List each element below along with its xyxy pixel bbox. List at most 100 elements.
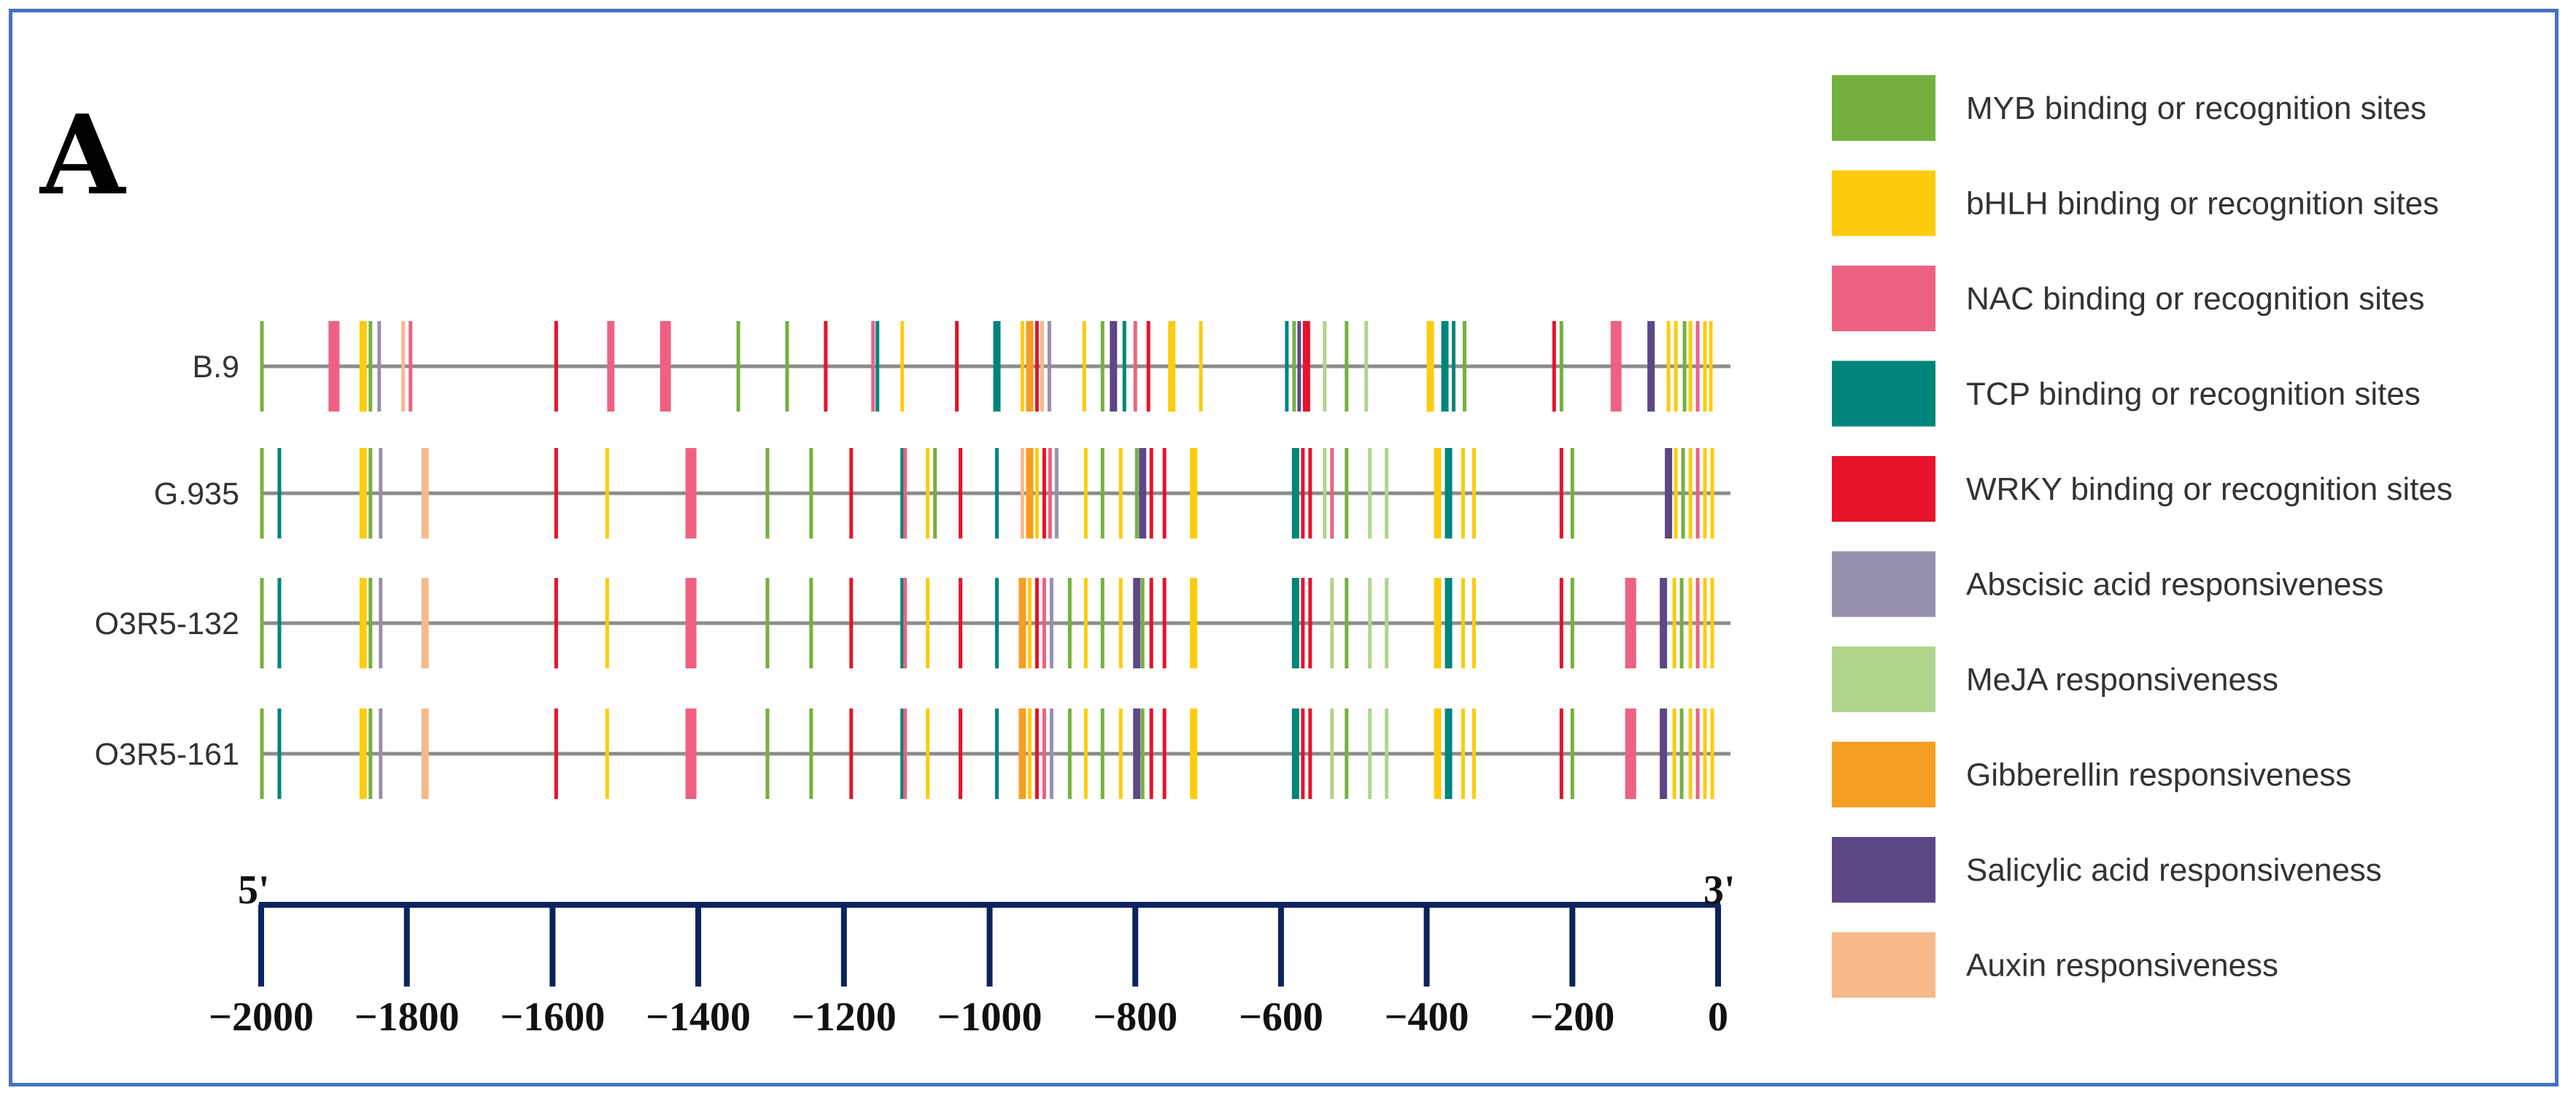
element-mark-bhlh [1083, 709, 1088, 799]
element-mark-bhlh [605, 578, 609, 668]
element-mark-auxin [421, 578, 429, 668]
element-mark-myb [368, 448, 373, 539]
element-mark-ga [1026, 321, 1034, 412]
element-mark-meja [1368, 578, 1372, 668]
element-mark-nac [1695, 578, 1700, 668]
element-mark-myb [1679, 709, 1684, 799]
element-mark-bhlh [1190, 578, 1198, 668]
sequence-row: B.9 [192, 321, 1730, 412]
element-mark-bhlh [926, 448, 930, 539]
element-mark-myb [260, 448, 264, 539]
element-mark-bhlh [1082, 321, 1086, 412]
element-mark-wrky [849, 578, 854, 668]
element-mark-myb [1134, 448, 1139, 539]
five-prime-label: 5' [238, 868, 270, 913]
element-mark-myb [1559, 321, 1563, 412]
axis-tick-label: −200 [1530, 995, 1614, 1040]
element-mark-sa [1660, 578, 1668, 668]
legend-swatch-sa [1832, 837, 1935, 903]
axis-tick-label: −800 [1093, 995, 1177, 1040]
element-mark-tcp [1452, 321, 1456, 412]
element-mark-myb [260, 709, 264, 799]
legend-item: bHLH binding or recognition sites [1832, 170, 2439, 236]
position-axis: −2000 −1800 −1600 −1400 −1200 −1000 −800 −600 −4… [209, 902, 1728, 1040]
element-mark-bhlh [359, 448, 367, 539]
element-mark-myb [1679, 578, 1684, 668]
element-mark-wrky [1146, 321, 1150, 412]
element-mark-wrky [1149, 709, 1153, 799]
element-mark-meja [1385, 448, 1389, 539]
element-mark-myb [1140, 578, 1145, 668]
element-mark-bhlh [1672, 709, 1676, 799]
axis-tick-label: −1200 [792, 995, 897, 1040]
element-mark-myb [809, 578, 813, 668]
element-mark-myb [368, 709, 373, 799]
element-mark-bhlh [1472, 448, 1477, 539]
element-mark-bhlh [1688, 321, 1693, 412]
element-mark-bhlh [1703, 578, 1707, 668]
element-mark-bhlh [1118, 448, 1123, 539]
element-mark-bhlh [1190, 448, 1198, 539]
element-mark-wrky [1302, 321, 1310, 412]
element-mark-bhlh [1688, 709, 1693, 799]
element-mark-bhlh [1168, 321, 1176, 412]
element-mark-myb [1681, 448, 1685, 539]
legend-item: WRKY binding or recognition sites [1832, 456, 2453, 522]
element-mark-bhlh [1199, 321, 1203, 412]
element-mark-sa [1133, 578, 1141, 668]
sequence-label: O3R5-161 [95, 737, 239, 772]
element-mark-aba [1049, 578, 1053, 668]
element-mark-bhlh [1703, 709, 1707, 799]
element-mark-aba [377, 321, 382, 412]
element-mark-myb [765, 578, 770, 668]
element-mark-tcp [277, 709, 282, 799]
legend-item: Gibberellin responsiveness [1832, 741, 2351, 808]
element-mark-nac [660, 321, 671, 412]
element-mark-nac [871, 321, 875, 412]
legend-swatch-aba [1832, 551, 1935, 617]
element-mark-myb [1345, 709, 1349, 799]
figure-frame [9, 9, 2558, 1086]
element-mark-bhlh [900, 321, 905, 412]
element-mark-sa [1133, 709, 1141, 799]
element-mark-bhlh [605, 709, 609, 799]
element-mark-wrky [1034, 578, 1039, 668]
element-mark-sa [1665, 448, 1673, 539]
legend-item: TCP binding or recognition sites [1832, 360, 2421, 427]
axis-tick-label: −1800 [355, 995, 460, 1040]
element-mark-tcp [875, 321, 880, 412]
element-mark-meja [1385, 709, 1389, 799]
element-mark-wrky [959, 578, 963, 668]
axis-tick-label: −400 [1385, 995, 1469, 1040]
element-mark-wrky [554, 448, 558, 539]
legend-item: Auxin responsiveness [1832, 932, 2278, 998]
element-mark-bhlh [1472, 709, 1477, 799]
legend-label: bHLH binding or recognition sites [1966, 186, 2439, 222]
legend-item: MYB binding or recognition sites [1832, 75, 2426, 141]
element-mark-aba [1054, 448, 1059, 539]
element-mark-myb [809, 709, 813, 799]
element-mark-tcp [994, 448, 999, 539]
element-mark-meja [1323, 448, 1327, 539]
element-mark-tcp [1444, 709, 1453, 799]
axis-tick-label: −2000 [209, 995, 314, 1040]
legend-swatch-wrky [1832, 456, 1935, 522]
element-mark-nac [903, 448, 908, 539]
element-mark-nac [685, 578, 697, 668]
legend-item: NAC binding or recognition sites [1832, 266, 2425, 331]
element-mark-myb [809, 448, 813, 539]
element-mark-auxin [1040, 321, 1044, 412]
element-mark-bhlh [1461, 578, 1466, 668]
element-mark-bhlh [1703, 321, 1707, 412]
element-mark-wrky [1559, 448, 1563, 539]
element-mark-meja [1330, 709, 1334, 799]
element-mark-bhlh [1461, 709, 1466, 799]
element-mark-tcp [1444, 578, 1453, 668]
sequence-tracks: B.9 G.935 O3R5-132 O3R5-161 [95, 321, 1730, 799]
element-mark-wrky [1162, 448, 1167, 539]
element-mark-bhlh [1020, 321, 1024, 412]
element-mark-wrky [959, 448, 963, 539]
element-mark-nac [1133, 321, 1137, 412]
element-mark-nac [409, 321, 413, 412]
element-mark-nac [1695, 448, 1700, 539]
